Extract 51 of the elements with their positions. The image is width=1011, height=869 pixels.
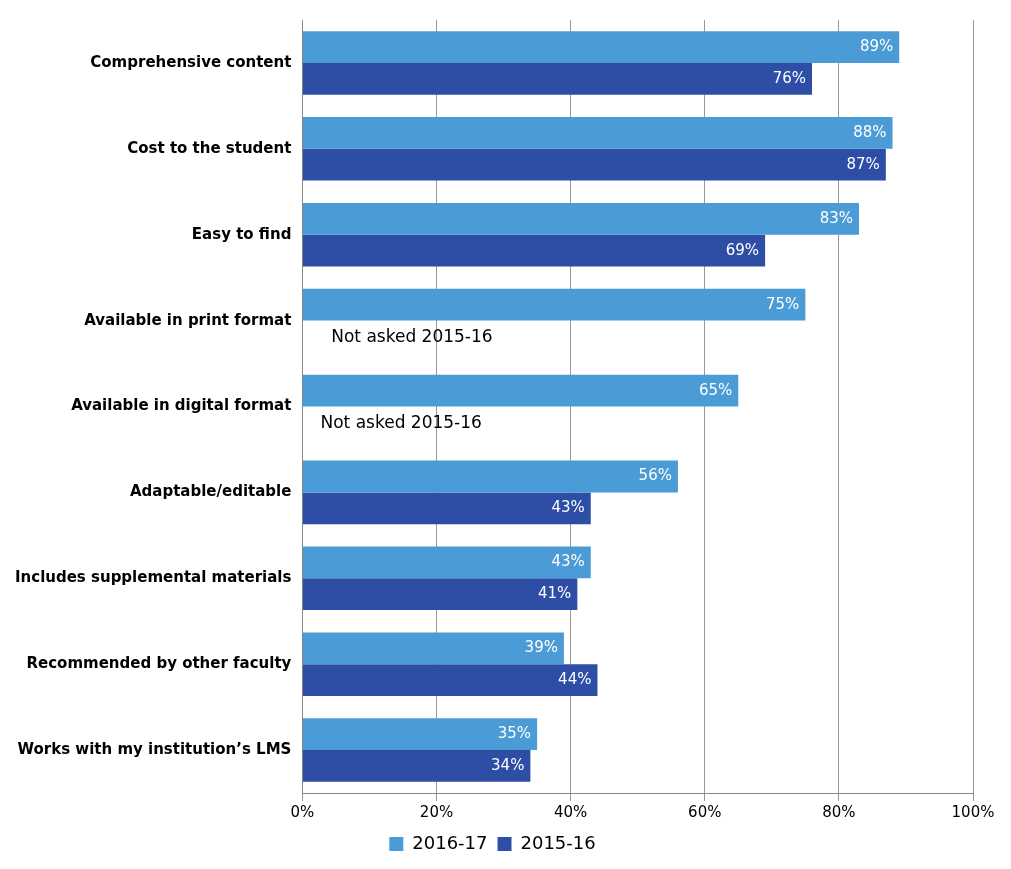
bar <box>302 31 900 63</box>
bar <box>302 202 859 235</box>
data-label: 34% <box>491 755 525 774</box>
bar <box>302 492 591 525</box>
x-tick-label: 0% <box>290 802 315 821</box>
data-label: 87% <box>846 154 880 173</box>
bar <box>302 546 591 579</box>
data-label: 76% <box>772 68 807 87</box>
y-tick-label: Comprehensive content <box>90 52 292 71</box>
bar <box>302 117 893 149</box>
y-tick-label: Recommended by other faculty <box>26 654 292 673</box>
x-tick-label: 20% <box>419 802 454 821</box>
data-label: 41% <box>538 584 572 603</box>
data-label: 83% <box>819 208 853 227</box>
y-tick-label: Works with my institution’s LMS <box>17 739 292 758</box>
x-tick-label: 100% <box>951 802 995 821</box>
bar <box>302 460 678 493</box>
annotation: Not asked 2015-16 <box>331 326 493 347</box>
y-tick-label: Available in digital format <box>71 396 292 415</box>
bar <box>302 664 598 696</box>
y-tick-label: Adaptable/editable <box>129 482 292 501</box>
x-tick-label: 80% <box>822 802 856 821</box>
data-label: 69% <box>725 240 760 259</box>
bar <box>302 234 766 267</box>
data-label: 88% <box>853 122 887 141</box>
y-tick-label: Easy to find <box>191 224 292 243</box>
y-tick-label: Available in print format <box>84 310 292 329</box>
bar <box>302 750 531 782</box>
data-label: 65% <box>698 380 733 399</box>
annotation: Not asked 2015-16 <box>320 412 482 433</box>
legend-label: 2016-17 <box>412 831 488 853</box>
data-label: 43% <box>551 552 585 571</box>
bar <box>302 374 739 407</box>
data-label: 39% <box>524 638 558 657</box>
bar <box>302 62 813 95</box>
x-tick-label: 60% <box>688 802 722 821</box>
data-label: 43% <box>551 498 585 517</box>
legend-label: 2015-16 <box>520 831 596 853</box>
data-label: 56% <box>638 466 672 485</box>
data-label: 75% <box>766 294 800 313</box>
bar <box>302 288 806 321</box>
y-tick-label: Includes supplemental materials <box>14 568 292 587</box>
data-label: 89% <box>859 36 894 55</box>
bar <box>302 632 564 665</box>
bar <box>302 718 538 751</box>
data-label: 35% <box>497 724 532 743</box>
data-label: 44% <box>558 669 592 688</box>
x-tick-label: 40% <box>553 802 588 821</box>
bar <box>302 578 578 611</box>
bar <box>302 148 886 181</box>
y-tick-label: Cost to the student <box>127 138 292 157</box>
